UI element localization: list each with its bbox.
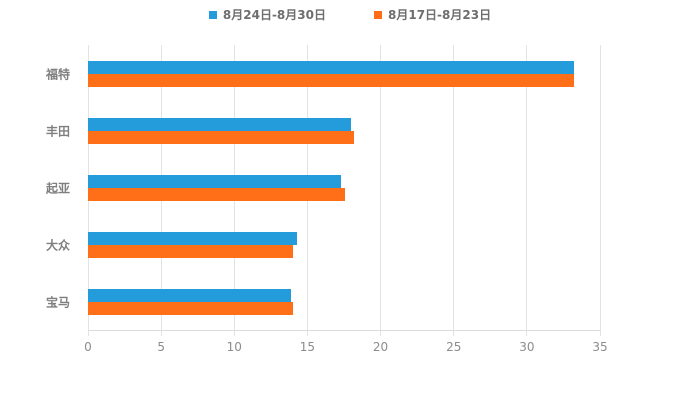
bar-group-1 <box>88 45 600 102</box>
bar-series2-丰田[interactable] <box>88 130 355 144</box>
chart-legend: 8月24日-8月30日 8月17日-8月23日 <box>0 6 700 23</box>
gridline <box>526 45 528 336</box>
legend-item-week-aug17-23[interactable]: 8月17日-8月23日 <box>374 6 491 23</box>
legend-swatch-blue-icon <box>208 10 217 19</box>
legend-swatch-orange-icon <box>374 10 382 19</box>
bar-series1-起亚[interactable] <box>88 174 342 188</box>
x-axis-tick-label: 0 <box>84 340 92 354</box>
x-axis-tick-label: 10 <box>226 340 242 354</box>
bar-series2-福特[interactable] <box>88 73 574 87</box>
y-axis-label-福特: 福特 <box>45 67 70 81</box>
y-axis-label-宝马: 宝马 <box>45 295 70 309</box>
x-axis-tick-label: 35 <box>592 340 608 354</box>
gridline <box>599 45 601 336</box>
bar-series2-宝马[interactable] <box>88 301 293 315</box>
bar-group-5 <box>88 273 600 330</box>
x-axis-tick-label: 5 <box>157 340 165 354</box>
bar-series1-大众[interactable] <box>88 231 298 245</box>
legend-label: 8月24日-8月30日 <box>222 8 326 22</box>
x-axis-tick-label: 25 <box>446 340 462 354</box>
legend-item-week-aug24-30[interactable]: 8月24日-8月30日 <box>208 6 326 23</box>
bar-series1-福特[interactable] <box>88 60 574 74</box>
y-axis-label-大众: 大众 <box>45 238 70 252</box>
bar-series2-大众[interactable] <box>88 244 293 258</box>
bar-series1-宝马[interactable] <box>88 288 292 302</box>
bar-series2-起亚[interactable] <box>88 187 346 201</box>
y-axis-category-labels: 福特丰田起亚大众宝马 <box>0 45 74 330</box>
y-axis-label-起亚: 起亚 <box>45 181 70 195</box>
gridline <box>380 45 382 336</box>
x-axis-tick-label: 20 <box>372 340 389 354</box>
bar-group-4 <box>88 216 600 273</box>
x-axis-tick-label: 15 <box>299 340 316 354</box>
gridline <box>453 45 455 336</box>
legend-label: 8月17日-8月23日 <box>388 8 492 22</box>
bar-group-2 <box>88 102 600 159</box>
bar-series1-丰田[interactable] <box>88 117 352 131</box>
x-axis-tick-label: 30 <box>519 340 535 354</box>
plot-area: 0 5 10 15 20 25 30 35 <box>84 45 608 354</box>
bar-group-3 <box>88 159 600 216</box>
y-axis-label-丰田: 丰田 <box>45 124 70 138</box>
